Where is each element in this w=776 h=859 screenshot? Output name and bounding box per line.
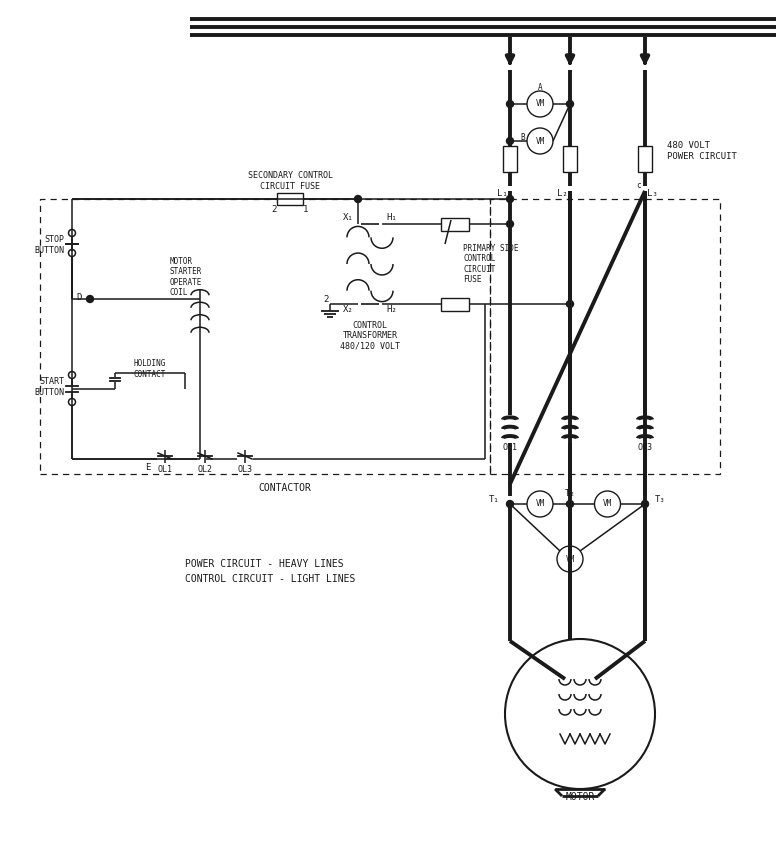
Text: 2: 2 [324, 295, 329, 303]
Text: OL1: OL1 [503, 442, 518, 452]
Text: 2: 2 [272, 204, 277, 214]
Text: STOP
BUTTON: STOP BUTTON [34, 235, 64, 255]
Text: VM: VM [535, 100, 545, 108]
Circle shape [507, 501, 514, 508]
Circle shape [507, 101, 514, 107]
Circle shape [507, 221, 514, 228]
Text: CONTROL CIRCUIT - LIGHT LINES: CONTROL CIRCUIT - LIGHT LINES [185, 574, 355, 584]
Circle shape [507, 137, 514, 144]
Text: B: B [521, 133, 525, 143]
Text: E: E [145, 462, 151, 472]
Circle shape [507, 196, 514, 203]
Bar [277, 193, 303, 205]
Circle shape [566, 501, 573, 508]
Bar [441, 297, 469, 310]
Text: POWER CIRCUIT - HEAVY LINES: POWER CIRCUIT - HEAVY LINES [185, 559, 344, 569]
Text: VM: VM [535, 499, 545, 509]
Text: X₁: X₁ [343, 214, 354, 222]
Circle shape [68, 249, 75, 257]
Bar [503, 146, 517, 172]
Text: OL2: OL2 [198, 465, 213, 473]
Text: VM: VM [566, 555, 574, 564]
Circle shape [557, 546, 583, 572]
Text: D: D [77, 293, 82, 302]
Text: T₂: T₂ [565, 490, 575, 498]
Circle shape [86, 295, 93, 302]
Circle shape [355, 196, 362, 203]
Text: T₃: T₃ [655, 496, 666, 504]
Text: VM: VM [535, 137, 545, 145]
Circle shape [527, 128, 553, 154]
Text: OL1: OL1 [158, 465, 172, 473]
Text: HOLDING
CONTACT: HOLDING CONTACT [133, 359, 166, 379]
Bar [638, 146, 652, 172]
Bar [563, 146, 577, 172]
Circle shape [566, 301, 573, 308]
Text: OL3: OL3 [237, 465, 252, 473]
Circle shape [68, 399, 75, 405]
Text: CONTROL
TRANSFORMER
480/120 VOLT: CONTROL TRANSFORMER 480/120 VOLT [340, 321, 400, 350]
Text: VM: VM [603, 499, 612, 509]
Text: 1: 1 [303, 204, 309, 214]
Text: L₁: L₁ [497, 188, 508, 198]
Circle shape [642, 501, 649, 508]
Circle shape [527, 91, 553, 117]
Text: L₃: L₃ [647, 188, 658, 198]
Circle shape [566, 101, 573, 107]
Text: X₂: X₂ [343, 306, 354, 314]
Text: c: c [636, 180, 641, 190]
Text: 480 VOLT
POWER CIRCUIT: 480 VOLT POWER CIRCUIT [667, 141, 737, 161]
Text: PRIMARY SIDE
CONTROL
CIRCUIT
FUSE: PRIMARY SIDE CONTROL CIRCUIT FUSE [463, 244, 518, 284]
Text: A: A [538, 83, 542, 93]
Text: SECONDARY CONTROL
CIRCUIT FUSE: SECONDARY CONTROL CIRCUIT FUSE [248, 171, 332, 191]
Text: T₁: T₁ [489, 496, 500, 504]
Circle shape [505, 639, 655, 789]
Text: OL3: OL3 [638, 442, 653, 452]
Text: MOTOR
STARTER
OPERATE
COIL: MOTOR STARTER OPERATE COIL [170, 257, 203, 297]
Text: L₂: L₂ [557, 188, 568, 198]
Text: H₁: H₁ [386, 214, 397, 222]
Circle shape [527, 491, 553, 517]
Circle shape [68, 371, 75, 379]
Circle shape [594, 491, 621, 517]
Text: MOTOR: MOTOR [565, 792, 594, 802]
Text: START
BUTTON: START BUTTON [34, 377, 64, 397]
Text: CONTACTOR: CONTACTOR [258, 483, 311, 493]
Bar [441, 217, 469, 230]
Circle shape [68, 229, 75, 236]
Text: H₂: H₂ [386, 306, 397, 314]
